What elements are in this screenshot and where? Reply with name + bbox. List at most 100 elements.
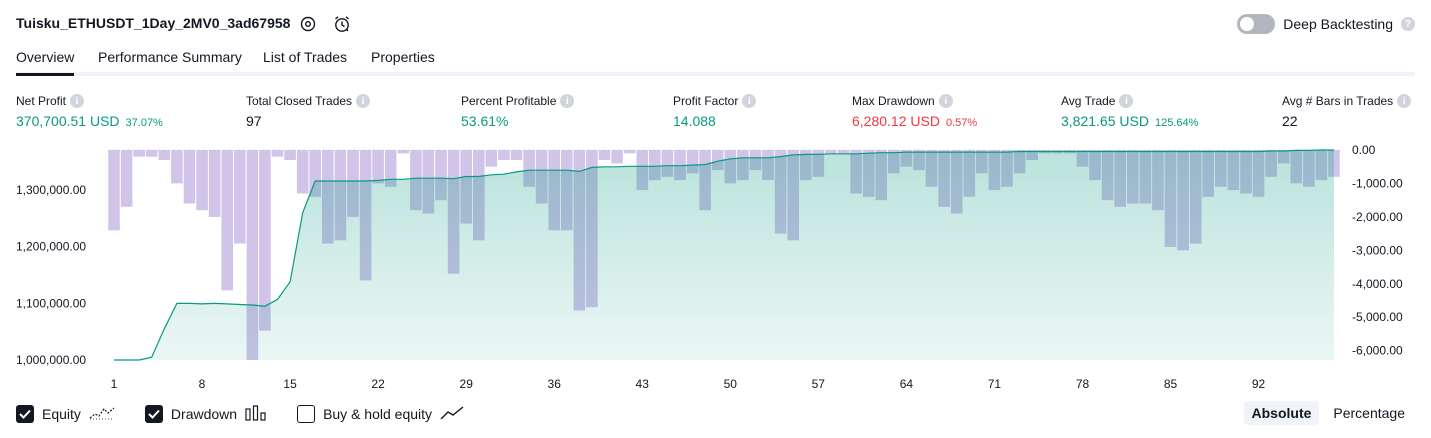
alert-clock-icon[interactable] [331,13,353,35]
stat-value: 3,821.65 USD [1061,113,1149,129]
stat-label: Avg # Bars in Trades [1282,94,1394,108]
drawdown-bar [711,150,724,171]
drawdown-bar [271,150,284,157]
scale-toggle: Absolute Percentage [1238,401,1414,425]
right-axis-tick-label: -5,000.00 [1352,310,1403,324]
stat-value: 97 [246,113,262,129]
x-axis-tick-label: 57 [812,377,826,391]
left-axis: 1,300,000.00 1,200,000.00 1,100,000.00 1,00… [16,183,86,367]
buy-hold-checkbox[interactable] [297,405,316,423]
stat-net-profit: Net Profit i 370,700.51 USD 37.07% [16,93,163,129]
stat-percent-profitable: Percent Profitable i 53.61% [461,93,575,129]
info-icon[interactable]: i [70,94,85,108]
stat-label: Max Drawdown [852,94,935,108]
stat-label: Total Closed Trades [246,94,353,108]
info-icon[interactable]: i [560,94,575,108]
deep-backtesting-toggle[interactable] [1237,14,1276,34]
legend-equity[interactable]: Equity [16,405,115,424]
stat-label: Percent Profitable [461,94,557,108]
equity-line-icon [89,405,115,424]
x-axis-tick-label: 85 [1164,377,1178,391]
equity-drawdown-chart[interactable]: 1,300,000.00 1,200,000.00 1,100,000.00 1,00… [0,140,1431,400]
x-axis-tick-label: 43 [636,377,650,391]
x-axis-tick-label: 15 [283,377,297,391]
stat-max-drawdown: Max Drawdown i 6,280.12 USD 0.57% [852,93,977,129]
drawdown-bar [246,150,259,360]
drawdown-bar [296,150,309,194]
right-axis-tick-label: -1,000.00 [1352,176,1403,190]
stat-label: Net Profit [16,94,67,108]
drawdown-bar [196,150,208,211]
stat-sub-value: 37.07% [125,117,163,129]
info-icon[interactable]: i [742,94,757,108]
drawdown-bar [183,150,196,204]
drawdown-bar [523,150,535,187]
tab-list-of-trades[interactable]: List of Trades [263,49,348,65]
drawdown-bar [598,150,611,160]
drawdown-bar [384,150,397,187]
drawdown-bar [158,150,171,160]
drawdown-bar [108,150,120,231]
drawdown-bars-icon [245,404,267,424]
drawdown-bar [309,150,321,197]
drawdown-bar [208,150,221,217]
x-axis-tick-label: 50 [724,377,738,391]
legend-label: Equity [42,406,81,422]
right-axis-tick-label: -4,000.00 [1352,277,1403,291]
info-icon[interactable]: i [356,94,371,108]
right-axis-tick-label: -2,000.00 [1352,210,1403,224]
right-axis-tick-label: 0.00 [1352,143,1376,157]
drawdown-bar [623,150,636,154]
chart-legend: Equity Drawdown Buy & hold equity [16,403,494,425]
drawdown-bar [259,150,271,331]
absolute-button[interactable]: Absolute [1243,401,1320,425]
header: Tuisku_ETHUSDT_1Day_2MV0_3ad67958 Deep B… [16,12,1415,36]
drawdown-bar [120,150,133,207]
info-icon[interactable]: i [938,94,953,108]
right-axis: 0.00 -1,000.00 -2,000.00 -3,000.00 -4,000.00… [1352,143,1403,358]
equity-area-fill [114,150,1334,360]
buy-hold-line-icon [440,405,464,424]
left-axis-tick-label: 1,100,000.00 [16,296,86,310]
deep-backtesting: Deep Backtesting ? [1237,12,1415,36]
x-axis-tick-label: 78 [1076,377,1090,391]
drawdown-bar [825,150,837,154]
right-axis-tick-label: -3,000.00 [1352,243,1403,257]
drawdown-bar [485,150,498,167]
drawdown-bar [133,150,145,157]
legend-buy-hold[interactable]: Buy & hold equity [297,405,464,424]
left-axis-tick-label: 1,200,000.00 [16,240,86,254]
stat-value: 14.088 [673,113,716,129]
x-axis-tick-label: 22 [371,377,385,391]
drawdown-bar [221,150,233,291]
stat-value: 22 [1282,113,1298,129]
legend-drawdown[interactable]: Drawdown [144,404,267,424]
drawdown-checkbox[interactable] [144,405,163,423]
stat-value: 6,280.12 USD [852,113,940,129]
stat-avg-trade: Avg Trade i 3,821.65 USD 125.64% [1061,93,1198,129]
percentage-button[interactable]: Percentage [1333,405,1405,421]
help-icon[interactable]: ? [1401,17,1415,31]
x-axis-tick-label: 36 [548,377,562,391]
stat-sub-value: 125.64% [1154,117,1199,129]
drawdown-bar [611,150,623,164]
tab-performance-summary[interactable]: Performance Summary [98,49,242,65]
stat-total-closed-trades: Total Closed Trades i 97 [246,93,371,129]
drawdown-bar [686,150,699,174]
tab-overview[interactable]: Overview [16,49,75,76]
drawdown-bar [498,150,510,160]
drawdown-bar [661,150,674,177]
drawdown-bar [397,150,410,154]
equity-area [114,149,1334,361]
stat-avg-bars-in-trades: Avg # Bars in Trades i 22 [1282,93,1412,129]
x-axis-tick-label: 71 [988,377,1002,391]
equity-line [114,149,1334,361]
tab-properties[interactable]: Properties [371,49,435,65]
info-icon[interactable]: i [1397,94,1412,108]
stat-sub-value: 0.57% [945,117,978,129]
info-icon[interactable]: i [1119,94,1134,108]
stat-value: 370,700.51 USD [16,113,120,129]
equity-checkbox[interactable] [16,405,34,423]
legend-label: Buy & hold equity [323,406,433,422]
settings-gear-icon[interactable] [297,13,319,35]
